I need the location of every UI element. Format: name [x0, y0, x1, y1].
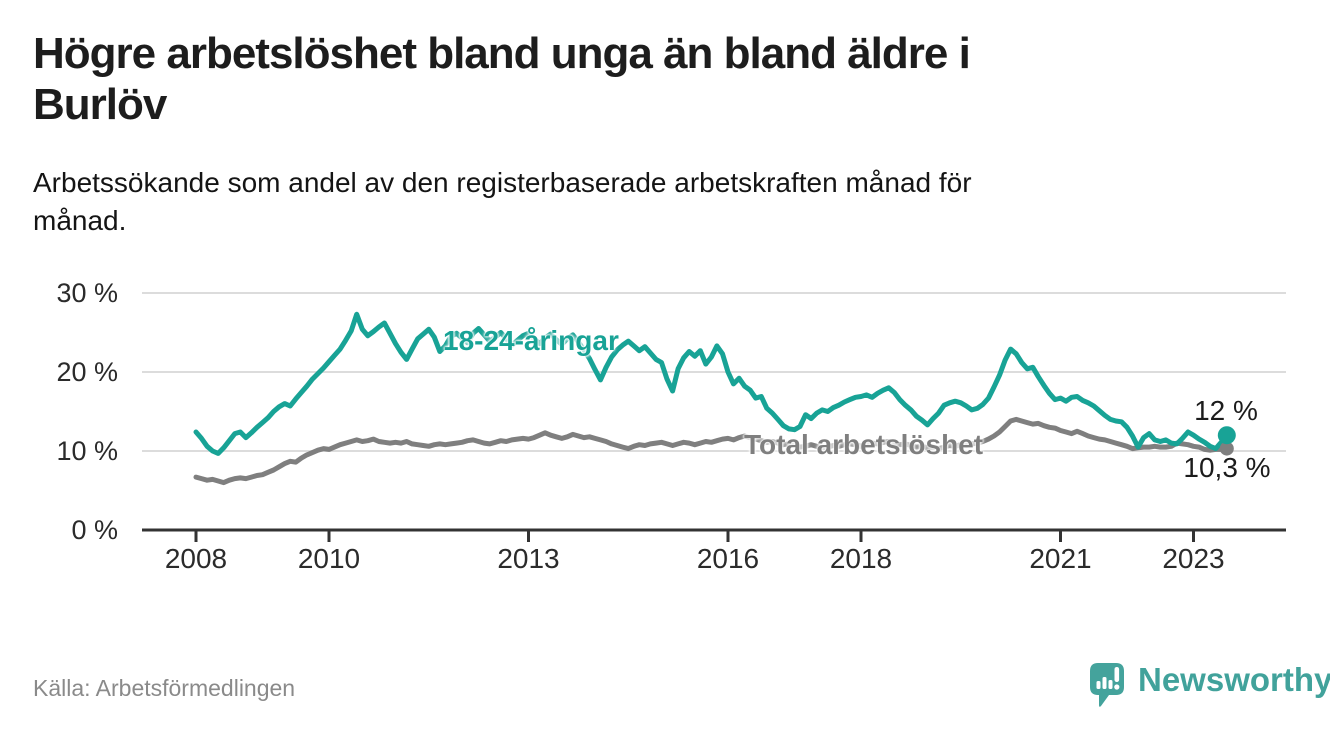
title-line-1: Högre arbetslöshet bland unga än bland ä… [33, 29, 971, 78]
subtitle-line-2: månad. [33, 205, 127, 236]
series-end-dot-0 [1219, 441, 1234, 456]
end-value-label-total: 10,3 % [1183, 452, 1271, 483]
x-tick-label-2013: 2013 [497, 543, 560, 574]
subtitle-line-1: Arbetssökande som andel av den registerb… [33, 167, 972, 198]
series-label-total: Total arbetslöshet [744, 429, 984, 460]
title-line-2: Burlöv [33, 80, 167, 129]
x-tick-label-2018: 2018 [829, 543, 893, 574]
x-tick-label-2023: 2023 [1162, 543, 1225, 574]
newsworthy-bubble-icon [1090, 663, 1124, 707]
series-end-dot-1 [1217, 426, 1236, 445]
newsworthy-logo: Newsworthy [1080, 650, 1330, 720]
newsworthy-logo-text: Newsworthy [1138, 661, 1330, 698]
x-tick-label-2008: 2008 [164, 543, 228, 574]
y-tick-label-10: 10 % [56, 436, 118, 466]
x-tick-label-2010: 2010 [297, 543, 361, 574]
series-line-1 [193, 311, 1230, 456]
x-tick-label-2016: 2016 [696, 543, 760, 574]
x-tick-label-2021: 2021 [1029, 543, 1092, 574]
page-title: Högre arbetslöshet bland unga än bland ä… [33, 28, 1293, 130]
series-label-18-24: 18-24-åringar [443, 325, 619, 356]
end-value-label-18-24: 12 % [1194, 395, 1258, 426]
series-line-0 [193, 416, 1230, 486]
y-tick-label-0: 0 % [71, 515, 118, 545]
y-tick-label-20: 20 % [56, 357, 118, 387]
y-tick-label-30: 30 % [56, 278, 118, 308]
chart-subtitle: Arbetssökande som andel av den registerb… [33, 164, 1293, 240]
source-note: Källa: Arbetsförmedlingen [33, 675, 296, 701]
